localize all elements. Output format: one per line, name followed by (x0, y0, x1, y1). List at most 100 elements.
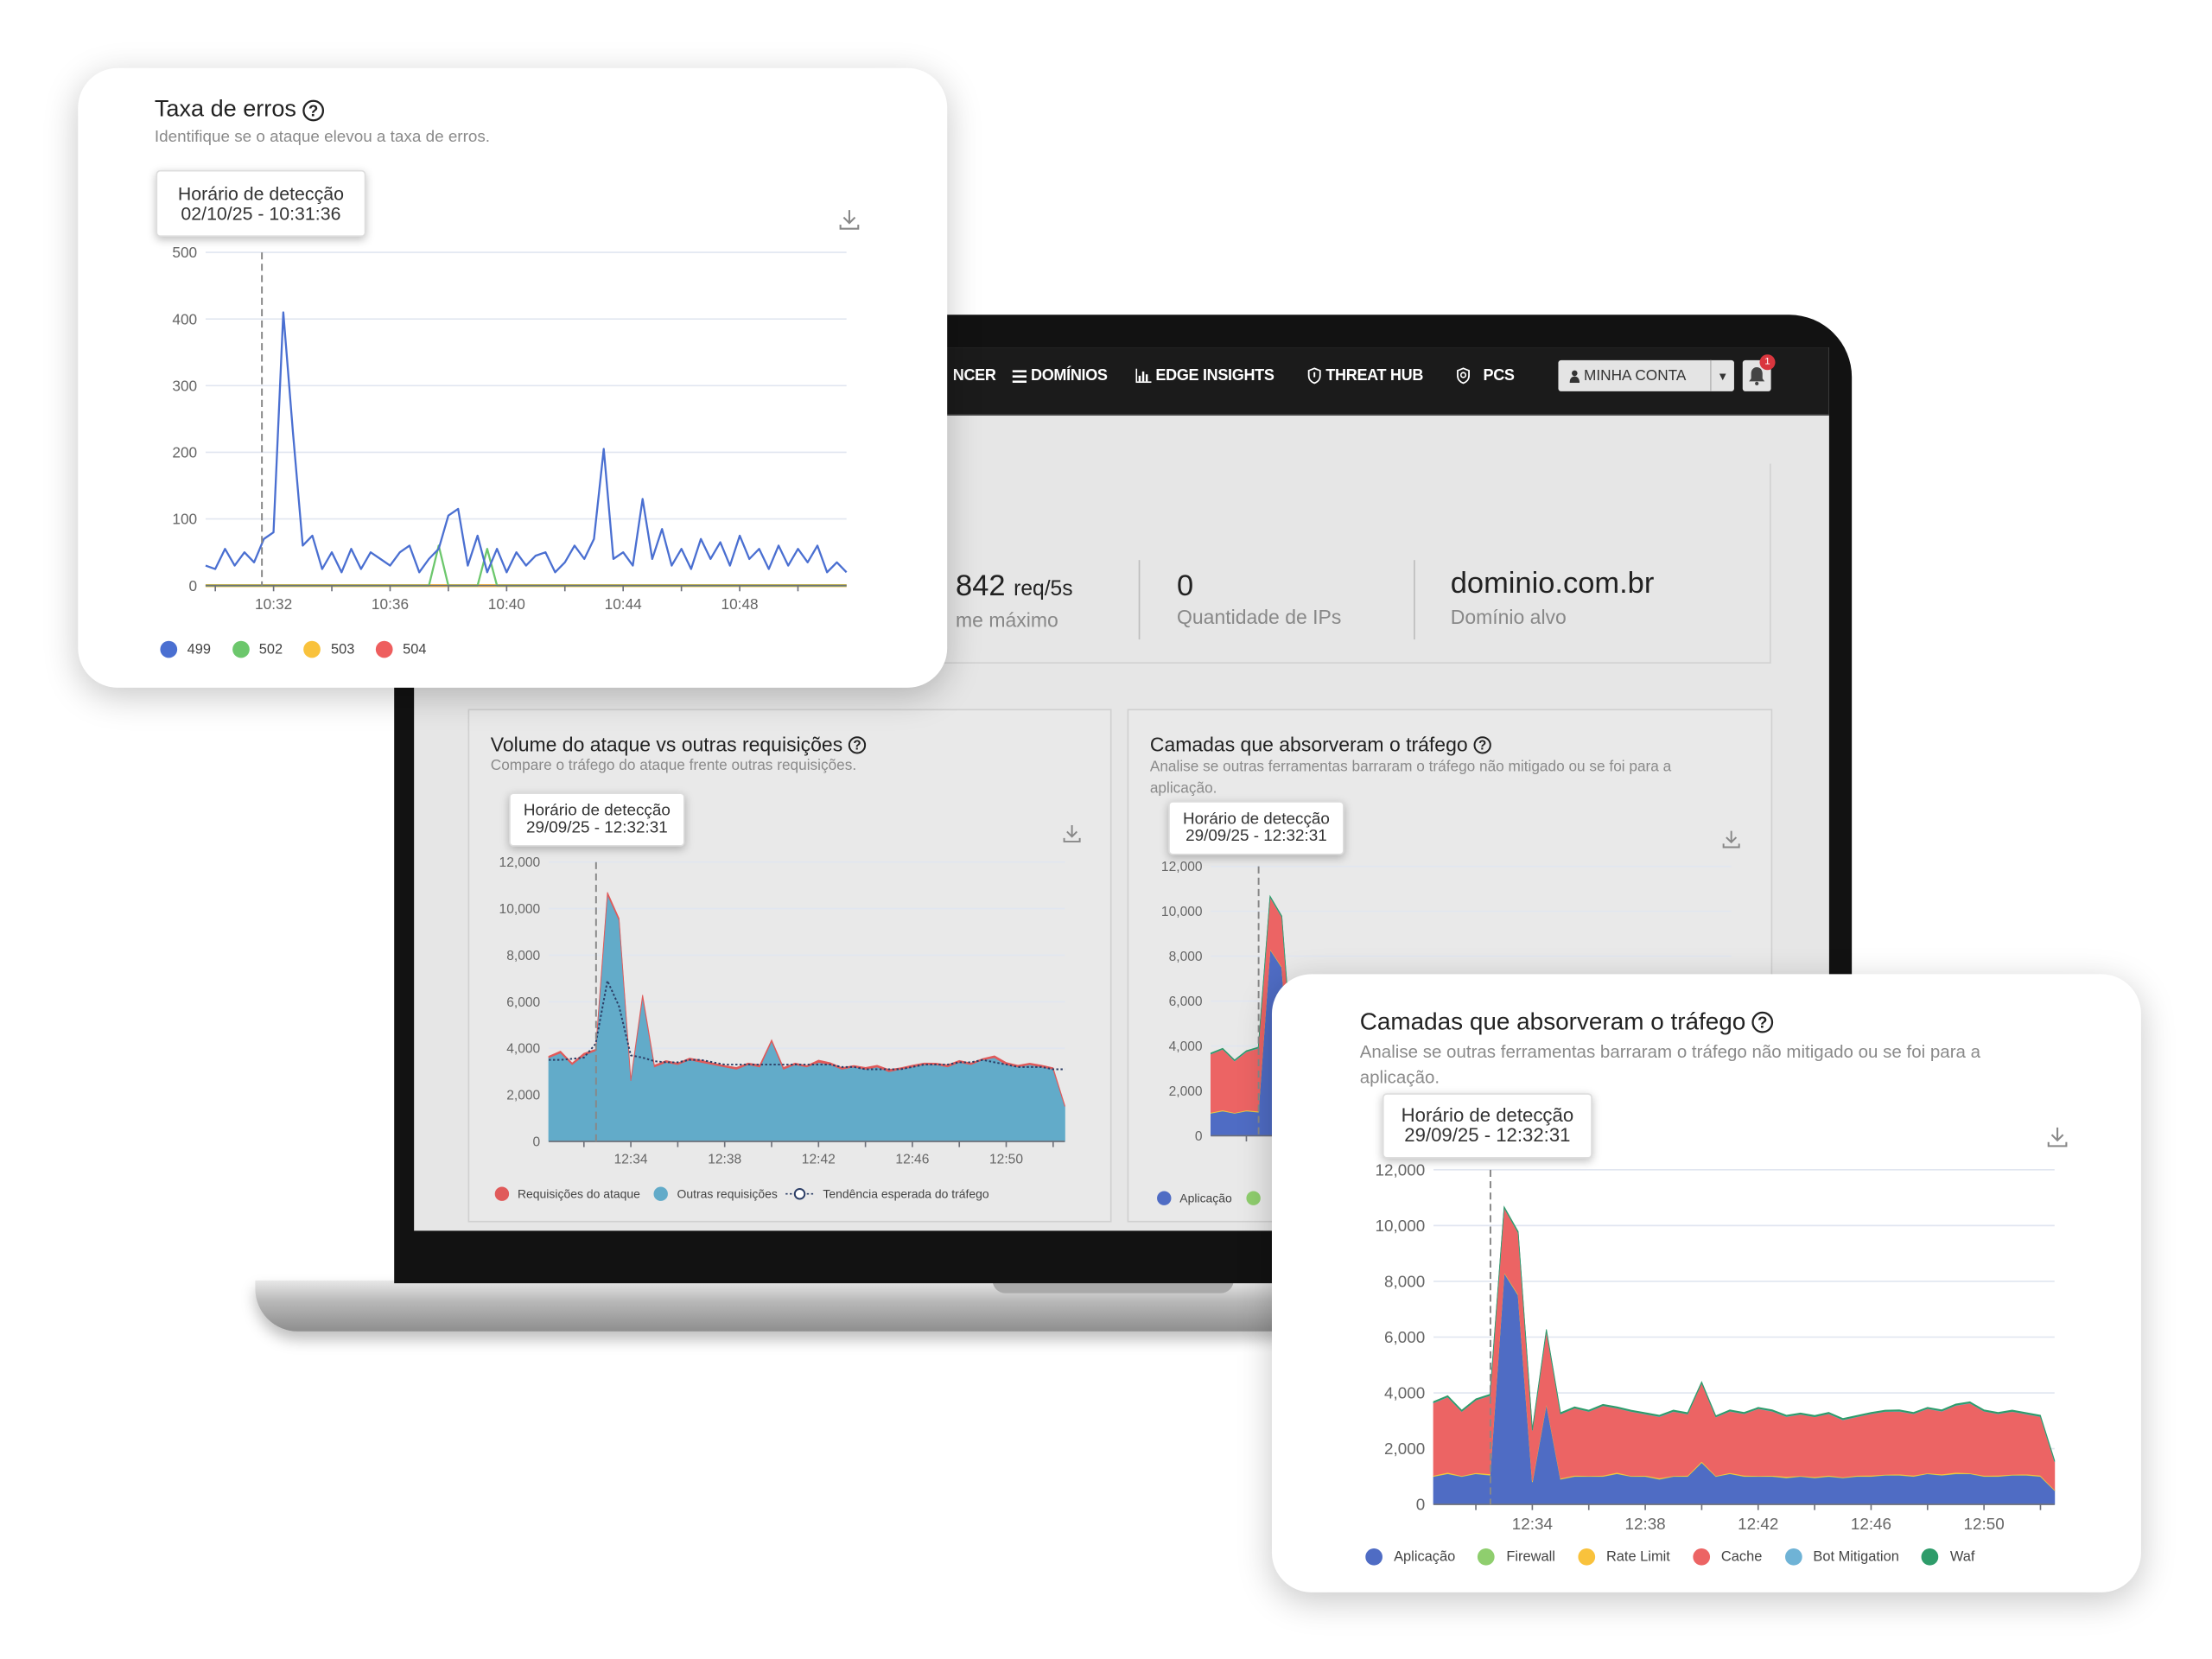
legend-label[interactable]: Cache (1720, 1548, 1763, 1565)
account-label: MINHA CONTA (1583, 367, 1687, 385)
divider (1414, 560, 1415, 640)
nav-item-dominios[interactable]: DOMÍNIOS (1012, 367, 1108, 385)
x-tick-label: 12:46 (895, 1152, 929, 1166)
nav-item-threat-hub[interactable]: THREAT HUB (1307, 367, 1423, 385)
legend-dot (303, 640, 321, 658)
download-icon[interactable] (838, 208, 861, 231)
legend-label[interactable]: Waf (1949, 1548, 1975, 1565)
legend-label[interactable]: 502 (258, 641, 283, 658)
chart-legend: Aplicação (1157, 1191, 1261, 1205)
account-button[interactable]: MINHA CONTA ▼ (1558, 359, 1734, 391)
help-icon[interactable]: ? (849, 735, 867, 753)
notifications-button[interactable]: 1 (1742, 354, 1776, 391)
peak-volume-label: me máximo (956, 607, 1058, 632)
y-tick-label: 0 (533, 1135, 541, 1149)
card-title-text: Volume do ataque vs outras requisições (490, 733, 843, 756)
legend-dot (1922, 1548, 1939, 1566)
download-icon[interactable] (1721, 830, 1741, 849)
help-icon[interactable]: ? (1473, 735, 1492, 753)
y-tick-label: 400 (172, 310, 197, 327)
tooltip-time: 29/09/25 - 12:32:31 (526, 819, 668, 837)
legend-label[interactable]: 499 (187, 641, 211, 658)
y-tick-label: 6,000 (506, 995, 540, 1010)
chart-legend: Aplicação Firewall Rate Limit Cache Bot Miti… (1365, 1548, 1975, 1566)
y-tick-label: 6,000 (1384, 1328, 1425, 1346)
nav-item-load-balancer[interactable]: NCER (953, 367, 996, 385)
y-tick-label: 2,000 (1169, 1084, 1203, 1099)
peak-volume-value: 842 req/5s (956, 570, 1073, 604)
download-icon[interactable] (1062, 823, 1082, 843)
y-tick-label: 12,000 (1376, 1160, 1426, 1179)
legend-dot (1693, 1548, 1710, 1566)
y-tick-label: 6,000 (1169, 995, 1203, 1009)
y-tick-label: 500 (172, 244, 197, 261)
legend-dot (1365, 1548, 1382, 1566)
card-subtitle: Compare o tráfego do ataque frente outra… (490, 757, 857, 774)
y-tick-label: 0 (1416, 1496, 1426, 1514)
help-icon[interactable]: ? (1751, 1011, 1774, 1033)
detection-time-tooltip: Horário de detecção 29/09/25 - 12:32:31 (1168, 801, 1344, 855)
peak-unit: req/5s (1014, 576, 1073, 601)
svg-text:?: ? (308, 101, 318, 119)
legend-label[interactable]: Bot Mitigation (1813, 1548, 1899, 1565)
legend-label[interactable]: 503 (330, 641, 355, 658)
card-title-text: Taxa de erros (154, 96, 296, 123)
divider (1138, 560, 1141, 640)
y-tick-label: 12,000 (1161, 860, 1203, 874)
legend-label[interactable]: Outras requisições (677, 1186, 778, 1201)
y-tick-label: 4,000 (506, 1042, 540, 1057)
y-tick-label: 2,000 (506, 1089, 540, 1103)
legend-label[interactable]: Aplicação (1394, 1548, 1456, 1565)
download-icon[interactable] (2046, 1126, 2069, 1148)
legend-label[interactable]: 504 (403, 641, 427, 658)
nav-label: EDGE INSIGHTS (1155, 367, 1274, 385)
y-tick-label: 300 (172, 377, 197, 394)
legend-dot (232, 640, 250, 658)
nav-item-pcs[interactable]: PCS (1455, 367, 1515, 385)
shield-search-icon (1457, 367, 1470, 385)
y-tick-label: 8,000 (1169, 950, 1203, 964)
card-title-text: Camadas que absorveram o tráfego (1149, 733, 1468, 756)
legend-label[interactable]: Tendência esperada do tráfego (823, 1186, 989, 1201)
legend-dot (1157, 1191, 1172, 1205)
x-tick-label: 10:36 (372, 595, 409, 613)
legend-dot (160, 640, 178, 658)
legend-label[interactable]: Aplicação (1179, 1191, 1232, 1205)
legend-label[interactable]: Firewall (1506, 1548, 1555, 1565)
x-tick-label: 12:50 (1964, 1515, 2005, 1533)
legend-dot (654, 1186, 669, 1201)
peak-value: 842 (956, 569, 1006, 603)
svg-text:?: ? (1758, 1014, 1767, 1032)
chart-legend: 499 502 503 504 (160, 640, 427, 658)
nav-label: PCS (1483, 367, 1515, 385)
x-tick-label: 10:48 (721, 595, 759, 613)
legend-dot (494, 1186, 510, 1201)
svg-text:?: ? (854, 738, 861, 753)
series-area-requisições-do-ataque (548, 892, 1065, 1107)
y-tick-label: 8,000 (506, 949, 540, 963)
detection-time-tooltip: Horário de detecção 29/09/25 - 12:32:31 (509, 792, 685, 847)
y-tick-label: 10,000 (1376, 1217, 1426, 1235)
y-tick-label: 2,000 (1384, 1440, 1425, 1458)
legend-label[interactable]: Requisições do ataque (517, 1186, 640, 1201)
x-tick-label: 10:40 (488, 595, 525, 613)
x-tick-label: 10:44 (605, 595, 643, 613)
help-icon[interactable]: ? (302, 99, 324, 121)
error-rate-chart: 0 100 200 300 400 500 10:32 10:36 10:40 10:44 10:4… (172, 244, 848, 613)
legend-trend-icon (785, 1187, 815, 1200)
ip-count-label: Quantidade de IPs (1177, 605, 1342, 628)
tooltip-time: 02/10/25 - 10:31:36 (181, 201, 341, 224)
x-tick-label: 12:34 (614, 1152, 648, 1166)
y-tick-label: 0 (189, 577, 198, 594)
nav-item-edge-insights[interactable]: EDGE INSIGHTS (1135, 367, 1274, 385)
legend-dot (1578, 1548, 1595, 1566)
chevron-down-icon[interactable]: ▼ (1717, 369, 1729, 383)
tooltip-title: Horário de detecção (1401, 1104, 1574, 1126)
legend-dot (1246, 1191, 1261, 1205)
nav-label: DOMÍNIOS (1031, 367, 1108, 385)
y-tick-label: 4,000 (1384, 1384, 1425, 1402)
legend-label[interactable]: Rate Limit (1605, 1548, 1670, 1565)
x-tick-label: 12:34 (1512, 1515, 1553, 1533)
account-label-area[interactable]: MINHA CONTA (1558, 359, 1712, 391)
x-tick-label: 12:46 (1851, 1515, 1891, 1533)
